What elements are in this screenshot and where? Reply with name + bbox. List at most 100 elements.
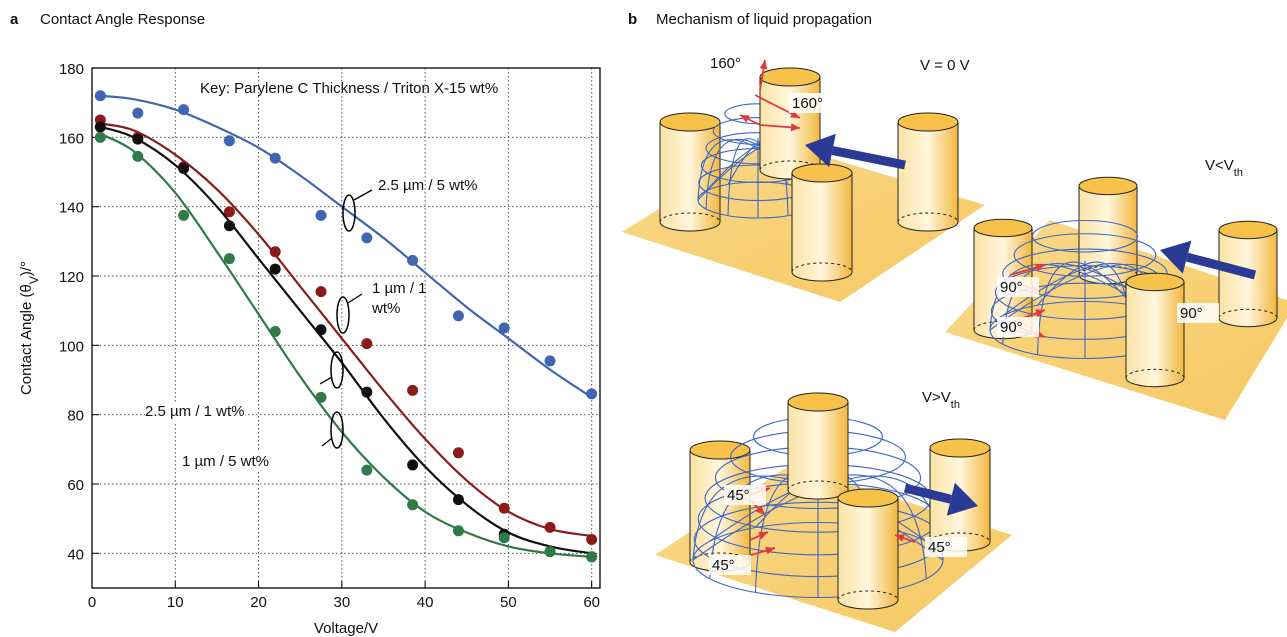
panel-label: a <box>10 11 19 28</box>
data-point <box>407 459 418 470</box>
data-point <box>270 153 281 164</box>
data-point <box>132 151 143 162</box>
data-point <box>178 104 189 115</box>
pillar-top <box>792 164 852 182</box>
angle-label: 90° <box>1000 319 1023 336</box>
pillar-body <box>838 498 898 609</box>
angle-label: 160° <box>710 55 741 72</box>
data-point <box>95 90 106 101</box>
x-tick-label: 30 <box>333 594 350 611</box>
x-axis-label: Voltage/V <box>314 620 378 637</box>
pillar-body <box>792 173 852 281</box>
data-point <box>95 132 106 143</box>
pillar-top <box>974 219 1032 236</box>
text-part: th <box>1234 167 1243 179</box>
data-point <box>586 551 597 562</box>
data-point <box>499 532 510 543</box>
leader-line <box>348 294 362 303</box>
data-point <box>316 286 327 297</box>
state-label: V>Vth <box>922 389 960 411</box>
data-point <box>361 338 372 349</box>
y-tick-label: 100 <box>59 338 84 355</box>
y-axis-label: Contact Angle (θV)/° <box>18 261 41 395</box>
series-label: 1 µm / 1 wt% <box>372 279 432 319</box>
pillar-top <box>1219 221 1277 238</box>
data-point <box>586 534 597 545</box>
data-point <box>270 326 281 337</box>
pillar <box>792 164 852 281</box>
state-label: V<Vth <box>1205 157 1243 179</box>
chart: a Contact Angle Response Voltage/V Key: … <box>0 0 1287 637</box>
leader-line <box>322 438 332 446</box>
angle-label: 45° <box>712 557 735 574</box>
x-tick-label: 0 <box>88 594 96 611</box>
data-point <box>132 134 143 145</box>
data-point <box>178 210 189 221</box>
pillar <box>690 441 750 571</box>
y-tick-label: 120 <box>59 269 84 286</box>
text-part: th <box>951 399 960 411</box>
data-point <box>224 253 235 264</box>
pillar-top <box>660 113 720 131</box>
data-point <box>361 232 372 243</box>
pillar-top <box>788 393 848 411</box>
y-tick-label: 40 <box>67 546 84 563</box>
data-point <box>499 503 510 514</box>
data-point <box>407 385 418 396</box>
data-point <box>132 108 143 119</box>
pillar-body <box>788 402 848 499</box>
panel-label: b <box>628 11 637 28</box>
pillar <box>788 393 848 499</box>
data-point <box>545 355 556 366</box>
angle-label: 90° <box>1180 305 1203 322</box>
chart-title: Contact Angle Response <box>40 11 205 28</box>
y-tick-label: 180 <box>59 61 84 78</box>
x-tick-label: 10 <box>167 594 184 611</box>
data-point <box>224 220 235 231</box>
pillar-body <box>1219 230 1277 327</box>
leader-line <box>354 190 372 200</box>
plot-frame <box>92 68 600 588</box>
series-label: 2.5 µm / 1 wt% <box>145 402 245 422</box>
pillar <box>838 489 898 609</box>
leader-line <box>320 377 332 384</box>
angle-label: 45° <box>928 539 951 556</box>
x-tick-label: 20 <box>250 594 267 611</box>
data-point <box>545 522 556 533</box>
pillar <box>1126 273 1184 386</box>
pillar-top <box>930 439 990 457</box>
label-ellipse <box>337 297 349 333</box>
angle-label: 160° <box>792 95 823 112</box>
text-part: V>V <box>922 389 951 406</box>
pillar-top <box>760 68 820 86</box>
pillar-top <box>1079 177 1137 194</box>
angle-label: 45° <box>727 487 750 504</box>
fit-line <box>100 96 591 398</box>
data-point <box>270 264 281 275</box>
data-point <box>270 246 281 257</box>
text-part: V<V <box>1205 157 1234 174</box>
text-part: V <box>27 276 41 284</box>
data-point <box>453 310 464 321</box>
data-point <box>316 392 327 403</box>
text-part: Contact Angle (θ <box>18 284 35 395</box>
x-tick-label: 40 <box>417 594 434 611</box>
pillar-top <box>838 489 898 507</box>
data-point <box>178 163 189 174</box>
data-point <box>453 525 464 536</box>
y-tick-label: 60 <box>67 477 84 494</box>
pillar-body <box>1126 282 1184 387</box>
data-point <box>499 323 510 334</box>
data-point <box>361 387 372 398</box>
data-point <box>407 499 418 510</box>
state-label: V = 0 V <box>920 57 970 74</box>
pillar-top <box>690 441 750 459</box>
series-label: 2.5 µm / 5 wt% <box>378 176 578 196</box>
figure: a Contact Angle Response Voltage/V Key: … <box>0 0 1287 637</box>
angle-label: 90° <box>1000 279 1023 296</box>
y-tick-label: 140 <box>59 200 84 217</box>
data-point <box>316 324 327 335</box>
data-point <box>453 447 464 458</box>
data-point <box>407 255 418 266</box>
y-tick-label: 80 <box>67 408 84 425</box>
